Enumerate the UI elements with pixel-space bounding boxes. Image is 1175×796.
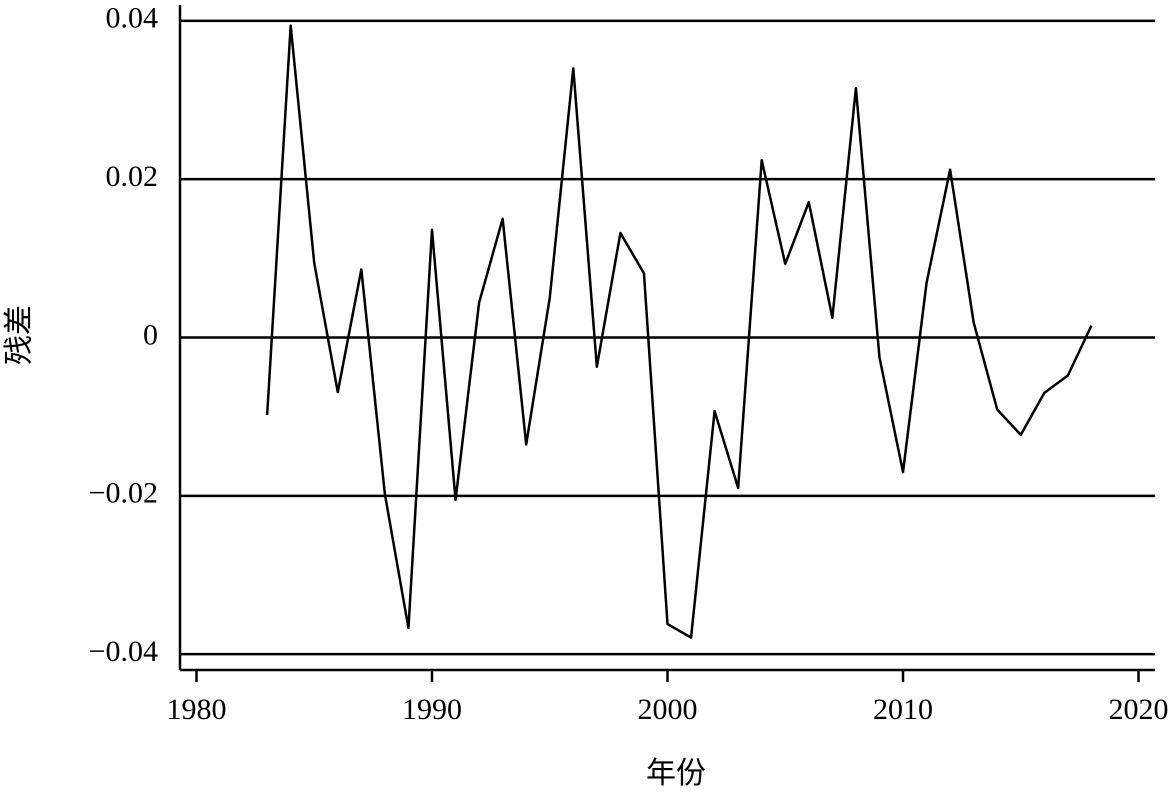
x-tick-label: 1990: [402, 693, 462, 726]
y-tick-label: 0.04: [106, 2, 159, 35]
x-tick-label: 2000: [638, 693, 698, 726]
y-tick-label: −0.04: [89, 635, 158, 668]
x-tick-label: 1980: [166, 693, 226, 726]
y-axis-label: 残差: [3, 305, 36, 365]
x-axis-label: 年份: [646, 757, 706, 790]
x-tick-label: 2020: [1109, 693, 1169, 726]
y-tick-label: 0.02: [106, 160, 159, 193]
y-tick-label: 0: [143, 318, 158, 351]
y-tick-label: −0.02: [89, 477, 158, 510]
line-series: [265, 24, 1093, 639]
x-tick-label: 2010: [873, 693, 933, 726]
